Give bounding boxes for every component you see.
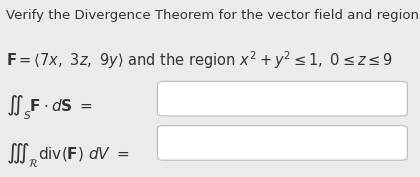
Text: $\mathbf{F} = \langle 7x,\ 3z,\ 9y \rangle\ \mathrm{and\ the\ region}\ x^2 + y^2: $\mathbf{F} = \langle 7x,\ 3z,\ 9y \rang… <box>6 50 394 71</box>
FancyBboxPatch shape <box>158 81 407 116</box>
FancyBboxPatch shape <box>158 126 407 160</box>
Text: $\iiint_{\mathcal{R}} \mathrm{div}(\mathbf{F})\ dV\ =$: $\iiint_{\mathcal{R}} \mathrm{div}(\math… <box>6 142 130 170</box>
Text: Verify the Divergence Theorem for the vector field and region:: Verify the Divergence Theorem for the ve… <box>6 9 420 22</box>
Text: $\iint_S \mathbf{F} \cdot d\mathbf{S}\ =$: $\iint_S \mathbf{F} \cdot d\mathbf{S}\ =… <box>6 94 93 122</box>
